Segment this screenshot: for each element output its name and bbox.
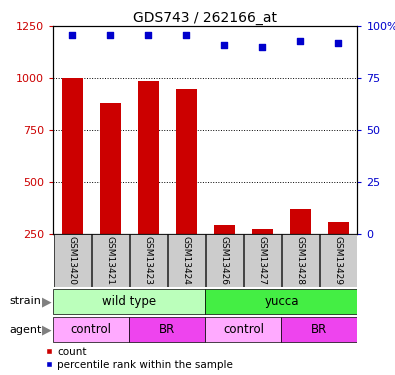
Text: GSM13429: GSM13429 (334, 236, 343, 285)
Text: GSM13426: GSM13426 (220, 236, 229, 285)
Text: BR: BR (159, 323, 175, 336)
Text: ▶: ▶ (42, 295, 51, 308)
Text: control: control (71, 323, 112, 336)
Text: wild type: wild type (102, 295, 156, 308)
Bar (214, 225, 235, 234)
Text: GSM13424: GSM13424 (182, 236, 191, 285)
Bar (282, 318, 357, 342)
Point (259, 44, 265, 50)
Text: control: control (223, 323, 264, 336)
Bar (205, 318, 282, 342)
Legend: count, percentile rank within the sample: count, percentile rank within the sample (45, 346, 233, 370)
Bar (176, 89, 197, 234)
Bar (53, 318, 130, 342)
Text: yucca: yucca (264, 295, 299, 308)
Bar (282, 234, 319, 287)
Bar (290, 209, 311, 234)
Point (335, 40, 342, 46)
Point (69, 32, 75, 38)
Bar (168, 234, 205, 287)
Bar (130, 318, 205, 342)
Point (221, 42, 228, 48)
Bar (100, 103, 121, 234)
Text: strain: strain (10, 297, 42, 306)
Bar (328, 222, 349, 234)
Text: ▶: ▶ (42, 323, 51, 336)
Point (107, 32, 113, 38)
Bar (206, 234, 243, 287)
Text: BR: BR (311, 323, 327, 336)
Point (297, 38, 304, 44)
Point (183, 32, 190, 38)
Text: GSM13421: GSM13421 (106, 236, 115, 285)
Bar (205, 290, 357, 314)
Bar (252, 229, 273, 234)
Bar (138, 81, 159, 234)
Title: GDS743 / 262166_at: GDS743 / 262166_at (134, 11, 277, 25)
Text: GSM13427: GSM13427 (258, 236, 267, 285)
Point (145, 32, 152, 38)
Bar (54, 234, 91, 287)
Bar (130, 234, 167, 287)
Bar (92, 234, 129, 287)
Bar (244, 234, 281, 287)
Bar (320, 234, 357, 287)
Text: GSM13428: GSM13428 (296, 236, 305, 285)
Bar (53, 290, 205, 314)
Text: agent: agent (10, 325, 42, 334)
Text: GSM13423: GSM13423 (144, 236, 153, 285)
Text: GSM13420: GSM13420 (68, 236, 77, 285)
Bar (62, 78, 83, 234)
